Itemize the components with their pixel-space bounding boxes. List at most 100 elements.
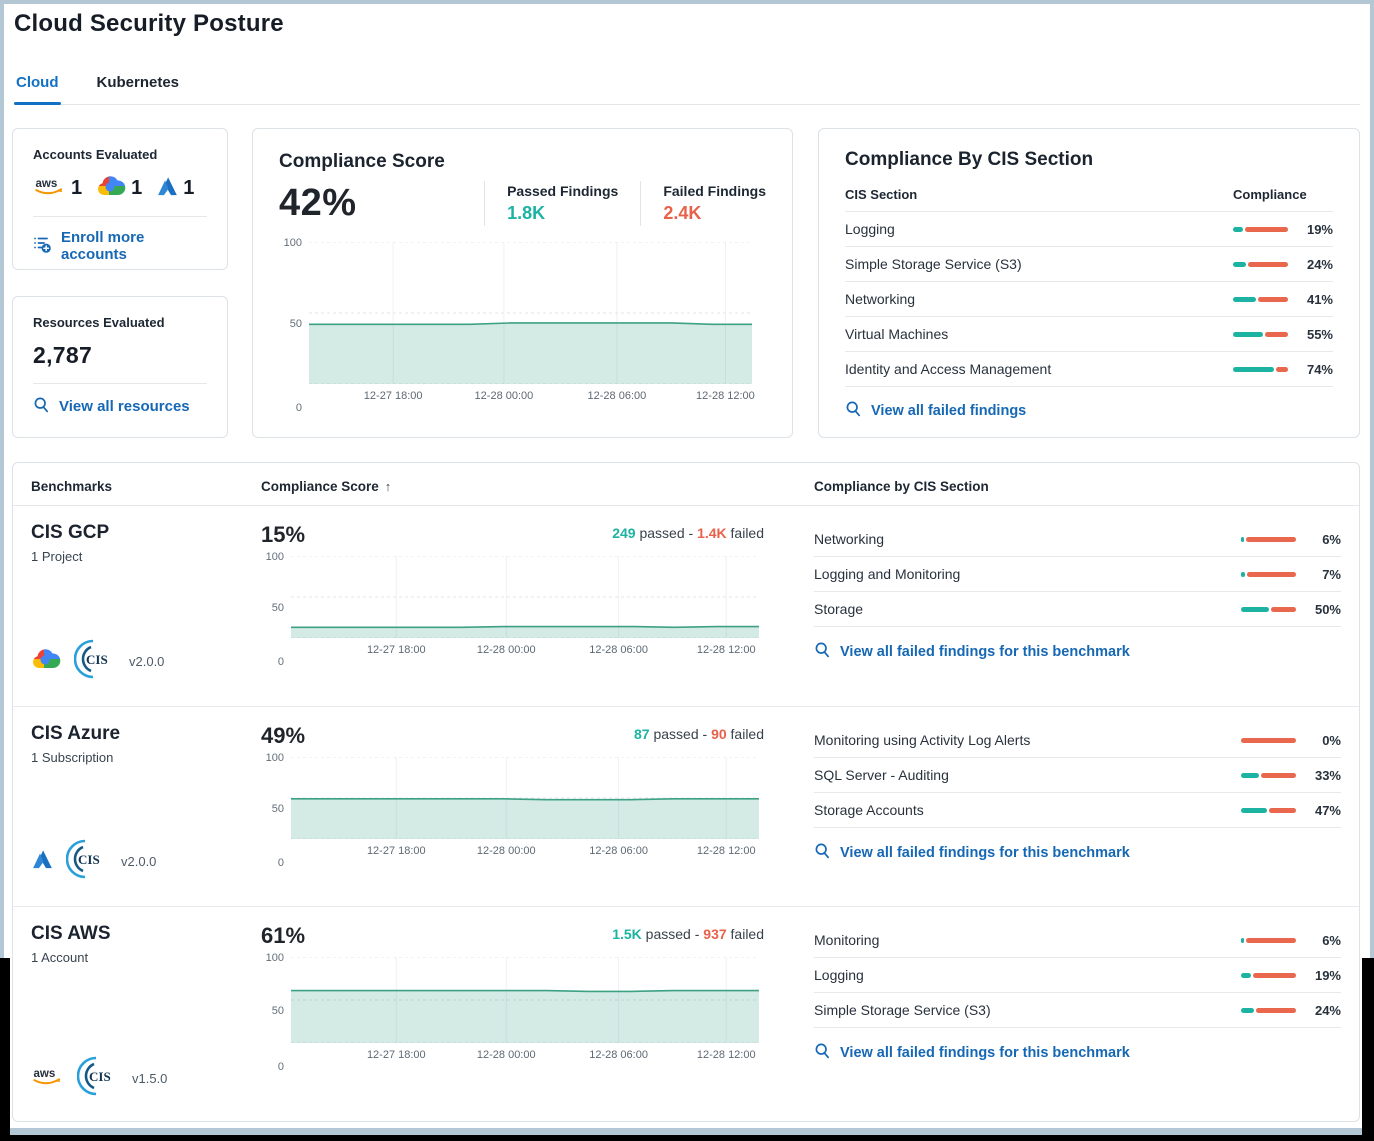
window-frame-top [0,0,1374,4]
svg-text:aws: aws [33,1068,55,1080]
compliance-bar [1233,226,1288,232]
cis-logo-icon: CIS [65,839,100,879]
area-chart [309,242,752,384]
benchmarks-card: Benchmarks Compliance Score ↑ Compliance … [12,462,1360,1122]
svg-text:CIS: CIS [86,652,108,667]
benchmark-score-chart: 100 50 0 12-27 18:00 12-28 00:00 12-28 0… [261,551,764,668]
page-title: Cloud Security Posture [14,10,284,37]
cis-section-row: Logging and Monitoring 7% [814,557,1341,592]
letterbox-left [0,958,10,1141]
divider [33,216,207,217]
area-chart [291,957,759,1043]
compliance-score-card: Compliance Score 42% Passed Findings 1.8… [252,128,793,438]
compliance-score-sort-header[interactable]: Compliance Score ↑ [261,479,392,494]
magnifier-icon [815,843,830,859]
resources-evaluated-title: Resources Evaluated [33,315,165,330]
svg-text:aws: aws [35,178,57,190]
cis-section-card-title: Compliance By CIS Section [845,149,1094,170]
benchmark-scope: 1 Subscription [31,750,114,765]
gcp-icon [33,649,61,668]
provider-counts: aws 1 1 1 [33,175,207,202]
compliance-by-cis-section-card: Compliance By CIS Section CIS Section Co… [818,128,1360,438]
passed-failed-summary: 1.5K passed - 937 failed [612,926,764,942]
azure-icon [158,177,178,196]
area-chart [291,757,759,839]
compliance-score-title: Compliance Score [279,151,445,172]
benchmark-score-chart: 100 50 0 12-27 18:00 12-28 00:00 12-28 0… [261,952,764,1073]
window-frame-bottom [0,1128,1374,1135]
benchmark-name: CIS Azure [31,723,121,744]
window-frame-right [1370,0,1374,958]
passed-failed-summary: 87 passed - 90 failed [634,726,764,742]
cis-section-row: Monitoring 6% [814,923,1341,958]
cis-logo-icon: CIS [73,639,108,679]
resources-evaluated-card: Resources Evaluated 2,787 View all resou… [12,296,228,438]
aws-account-count: aws 1 [33,175,82,202]
enroll-more-accounts-link[interactable]: Enroll more accounts [33,229,207,263]
tab-cloud[interactable]: Cloud [14,68,61,105]
compliance-bar [1233,366,1288,372]
cis-section-row: Logging 19% [814,958,1341,993]
magnifier-icon [846,401,861,417]
magnifier-icon [815,642,830,658]
compliance-bar [1241,536,1296,542]
passed-findings-value: 1.8K [507,203,546,223]
view-all-resources-link[interactable]: View all resources [33,396,190,417]
azure-icon [33,850,52,869]
view-all-failed-findings-link[interactable]: View all failed findings [845,400,1026,421]
accounts-evaluated-card: Accounts Evaluated aws 1 1 1 [12,128,228,270]
benchmark-score-value: 15% [261,522,306,547]
compliance-bar [1241,737,1296,743]
compliance-bar [1241,571,1296,577]
enroll-accounts-icon [34,237,51,253]
compliance-bar [1233,296,1288,302]
failed-findings: Failed Findings 2.4K [640,181,766,226]
divider [33,383,207,384]
cis-section-row: Identity and Access Management 74% [845,352,1333,387]
cis-section-row: Networking 6% [814,522,1341,557]
compliance-bar [1241,606,1296,612]
benchmark-row-cis-aws: CIS AWS 1 Account aws CIS v1.5.0 61% 1.5… [13,906,1359,1123]
passed-failed-summary: 249 passed - 1.4K failed [612,525,764,541]
magnifier-icon [815,1043,830,1059]
cis-section-row: Simple Storage Service (S3) 24% [814,993,1341,1028]
compliance-bar [1241,937,1296,943]
letterbox-right [1362,958,1374,1141]
cis-section-row: Logging 19% [845,212,1333,247]
compliance-bar [1233,331,1288,337]
benchmark-name: CIS AWS [31,923,111,944]
azure-account-count: 1 [156,176,194,201]
sort-ascending-icon: ↑ [384,479,392,494]
cis-section-row: SQL Server - Auditing 33% [814,758,1341,793]
compliance-bar [1241,1007,1296,1013]
tab-kubernetes[interactable]: Kubernetes [96,74,180,91]
benchmarks-table-header: Benchmarks Compliance Score ↑ Compliance … [13,463,1359,506]
benchmark-version: v2.0.0 [129,654,165,669]
gcp-account-count: 1 [96,176,142,201]
benchmark-version: v1.5.0 [132,1071,168,1086]
benchmark-name: CIS GCP [31,522,110,543]
compliance-bar [1233,261,1288,267]
area-chart [291,556,759,638]
benchmark-scope: 1 Project [31,549,83,564]
letterbox-bottom [0,1135,1374,1141]
benchmark-scope: 1 Account [31,950,89,965]
cis-section-row: Networking 41% [845,282,1333,317]
benchmark-row-cis-azure: CIS Azure 1 Subscription CIS v2.0.0 49% … [13,706,1359,906]
cis-logo-icon: CIS [76,1056,111,1096]
benchmark-score-chart: 100 50 0 12-27 18:00 12-28 00:00 12-28 0… [261,752,764,869]
compliance-score-chart: 100 50 0 12-27 18:00 12-28 00:00 12-28 0… [283,237,755,414]
view-failed-findings-benchmark-link[interactable]: View all failed findings for this benchm… [814,842,1130,863]
cis-section-row: Virtual Machines 55% [845,317,1333,352]
svg-text:CIS: CIS [89,1069,111,1084]
benchmark-row-cis-gcp: CIS GCP 1 Project CIS v2.0.0 1 [13,506,1359,706]
cis-table-header: CIS Section Compliance [845,171,1333,212]
accounts-evaluated-title: Accounts Evaluated [33,147,158,162]
passed-findings: Passed Findings 1.8K [484,181,618,226]
aws-icon: aws [33,1068,61,1085]
view-failed-findings-benchmark-link[interactable]: View all failed findings for this benchm… [814,1042,1130,1063]
benchmark-version: v2.0.0 [121,854,157,869]
svg-text:CIS: CIS [78,852,100,867]
view-failed-findings-benchmark-link[interactable]: View all failed findings for this benchm… [814,641,1130,662]
gcp-icon [98,176,126,195]
